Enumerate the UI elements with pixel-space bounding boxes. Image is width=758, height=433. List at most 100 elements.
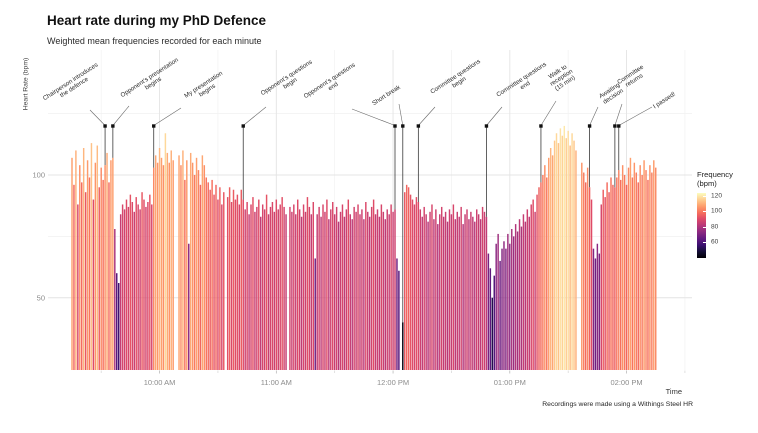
bar — [199, 184, 202, 370]
annotation-leader-line — [112, 105, 130, 126]
bar — [429, 211, 431, 370]
bar — [655, 167, 657, 370]
bar — [559, 128, 562, 370]
bar — [149, 194, 151, 370]
bar — [653, 160, 655, 370]
bar — [386, 209, 388, 370]
bar — [345, 209, 348, 370]
bar — [635, 172, 638, 370]
page-title: Heart rate during my PhD Defence — [47, 13, 267, 28]
bar — [357, 204, 359, 370]
bar — [310, 214, 313, 370]
bar — [466, 209, 468, 370]
bar — [437, 224, 439, 370]
bar — [396, 258, 398, 370]
bar — [333, 214, 336, 370]
annotation-point — [416, 124, 421, 128]
bar — [205, 177, 207, 370]
bar — [435, 209, 437, 370]
bar — [540, 182, 542, 370]
bar — [516, 231, 519, 370]
bar — [411, 199, 414, 370]
bar — [456, 211, 458, 370]
bar — [643, 160, 645, 370]
bar — [495, 243, 497, 370]
bar — [542, 175, 544, 370]
bar — [271, 202, 274, 370]
bar — [127, 206, 130, 370]
bar — [421, 216, 423, 370]
bar — [431, 204, 433, 370]
bar — [592, 248, 595, 370]
bar — [312, 202, 315, 370]
bar — [213, 194, 215, 370]
bar — [512, 236, 515, 371]
bar — [487, 253, 490, 370]
bar — [133, 211, 135, 370]
bar — [359, 214, 361, 370]
bar — [581, 162, 583, 370]
bar — [505, 248, 507, 370]
bar — [273, 211, 276, 370]
bar — [378, 216, 381, 370]
bar — [300, 216, 303, 370]
bar — [184, 179, 186, 370]
bar — [281, 197, 283, 370]
bar — [234, 199, 237, 370]
bar — [188, 243, 190, 370]
bar — [370, 206, 373, 370]
bar — [275, 199, 278, 370]
bar — [606, 182, 608, 370]
bar — [79, 165, 81, 370]
legend-tick-mark — [703, 196, 706, 198]
bar — [269, 206, 272, 370]
annotation-point — [152, 124, 156, 128]
bar — [277, 209, 279, 370]
bar — [524, 221, 527, 370]
bar — [293, 204, 295, 370]
legend-tick-mark — [703, 211, 706, 213]
annotation-leader-line — [351, 108, 396, 126]
legend-colorbar — [697, 192, 706, 258]
bar — [618, 170, 620, 370]
bar — [561, 135, 564, 370]
bar — [108, 182, 110, 370]
bar — [444, 211, 447, 370]
bar — [536, 194, 538, 370]
bar — [472, 216, 474, 370]
annotation-label: My presentationbegins — [183, 70, 228, 106]
bar — [219, 187, 221, 370]
annotation-label: Committee questionsbegin — [429, 58, 485, 101]
bar — [442, 216, 445, 370]
bar — [81, 182, 83, 370]
bar — [448, 209, 451, 370]
bar — [551, 155, 554, 370]
bar — [439, 214, 441, 370]
bar — [651, 172, 653, 370]
bar — [100, 167, 102, 370]
bar — [240, 189, 243, 370]
bar — [477, 214, 480, 370]
bar — [320, 216, 322, 370]
bar — [584, 182, 587, 370]
bar — [534, 211, 536, 370]
bar — [423, 206, 425, 370]
bar — [203, 165, 206, 370]
bar — [261, 204, 264, 370]
legend-tick-label: 100 — [711, 207, 723, 215]
bar — [168, 162, 171, 370]
bar — [154, 155, 157, 370]
bar — [158, 148, 161, 370]
bar — [232, 189, 235, 370]
bar — [433, 219, 435, 370]
bar — [612, 184, 614, 370]
bar — [583, 172, 585, 370]
bar — [260, 216, 262, 370]
bar — [394, 209, 396, 370]
bar — [209, 189, 211, 370]
bar — [380, 204, 383, 370]
bar — [398, 270, 400, 370]
bar — [153, 167, 155, 370]
bar — [119, 214, 122, 370]
bar — [629, 157, 632, 370]
